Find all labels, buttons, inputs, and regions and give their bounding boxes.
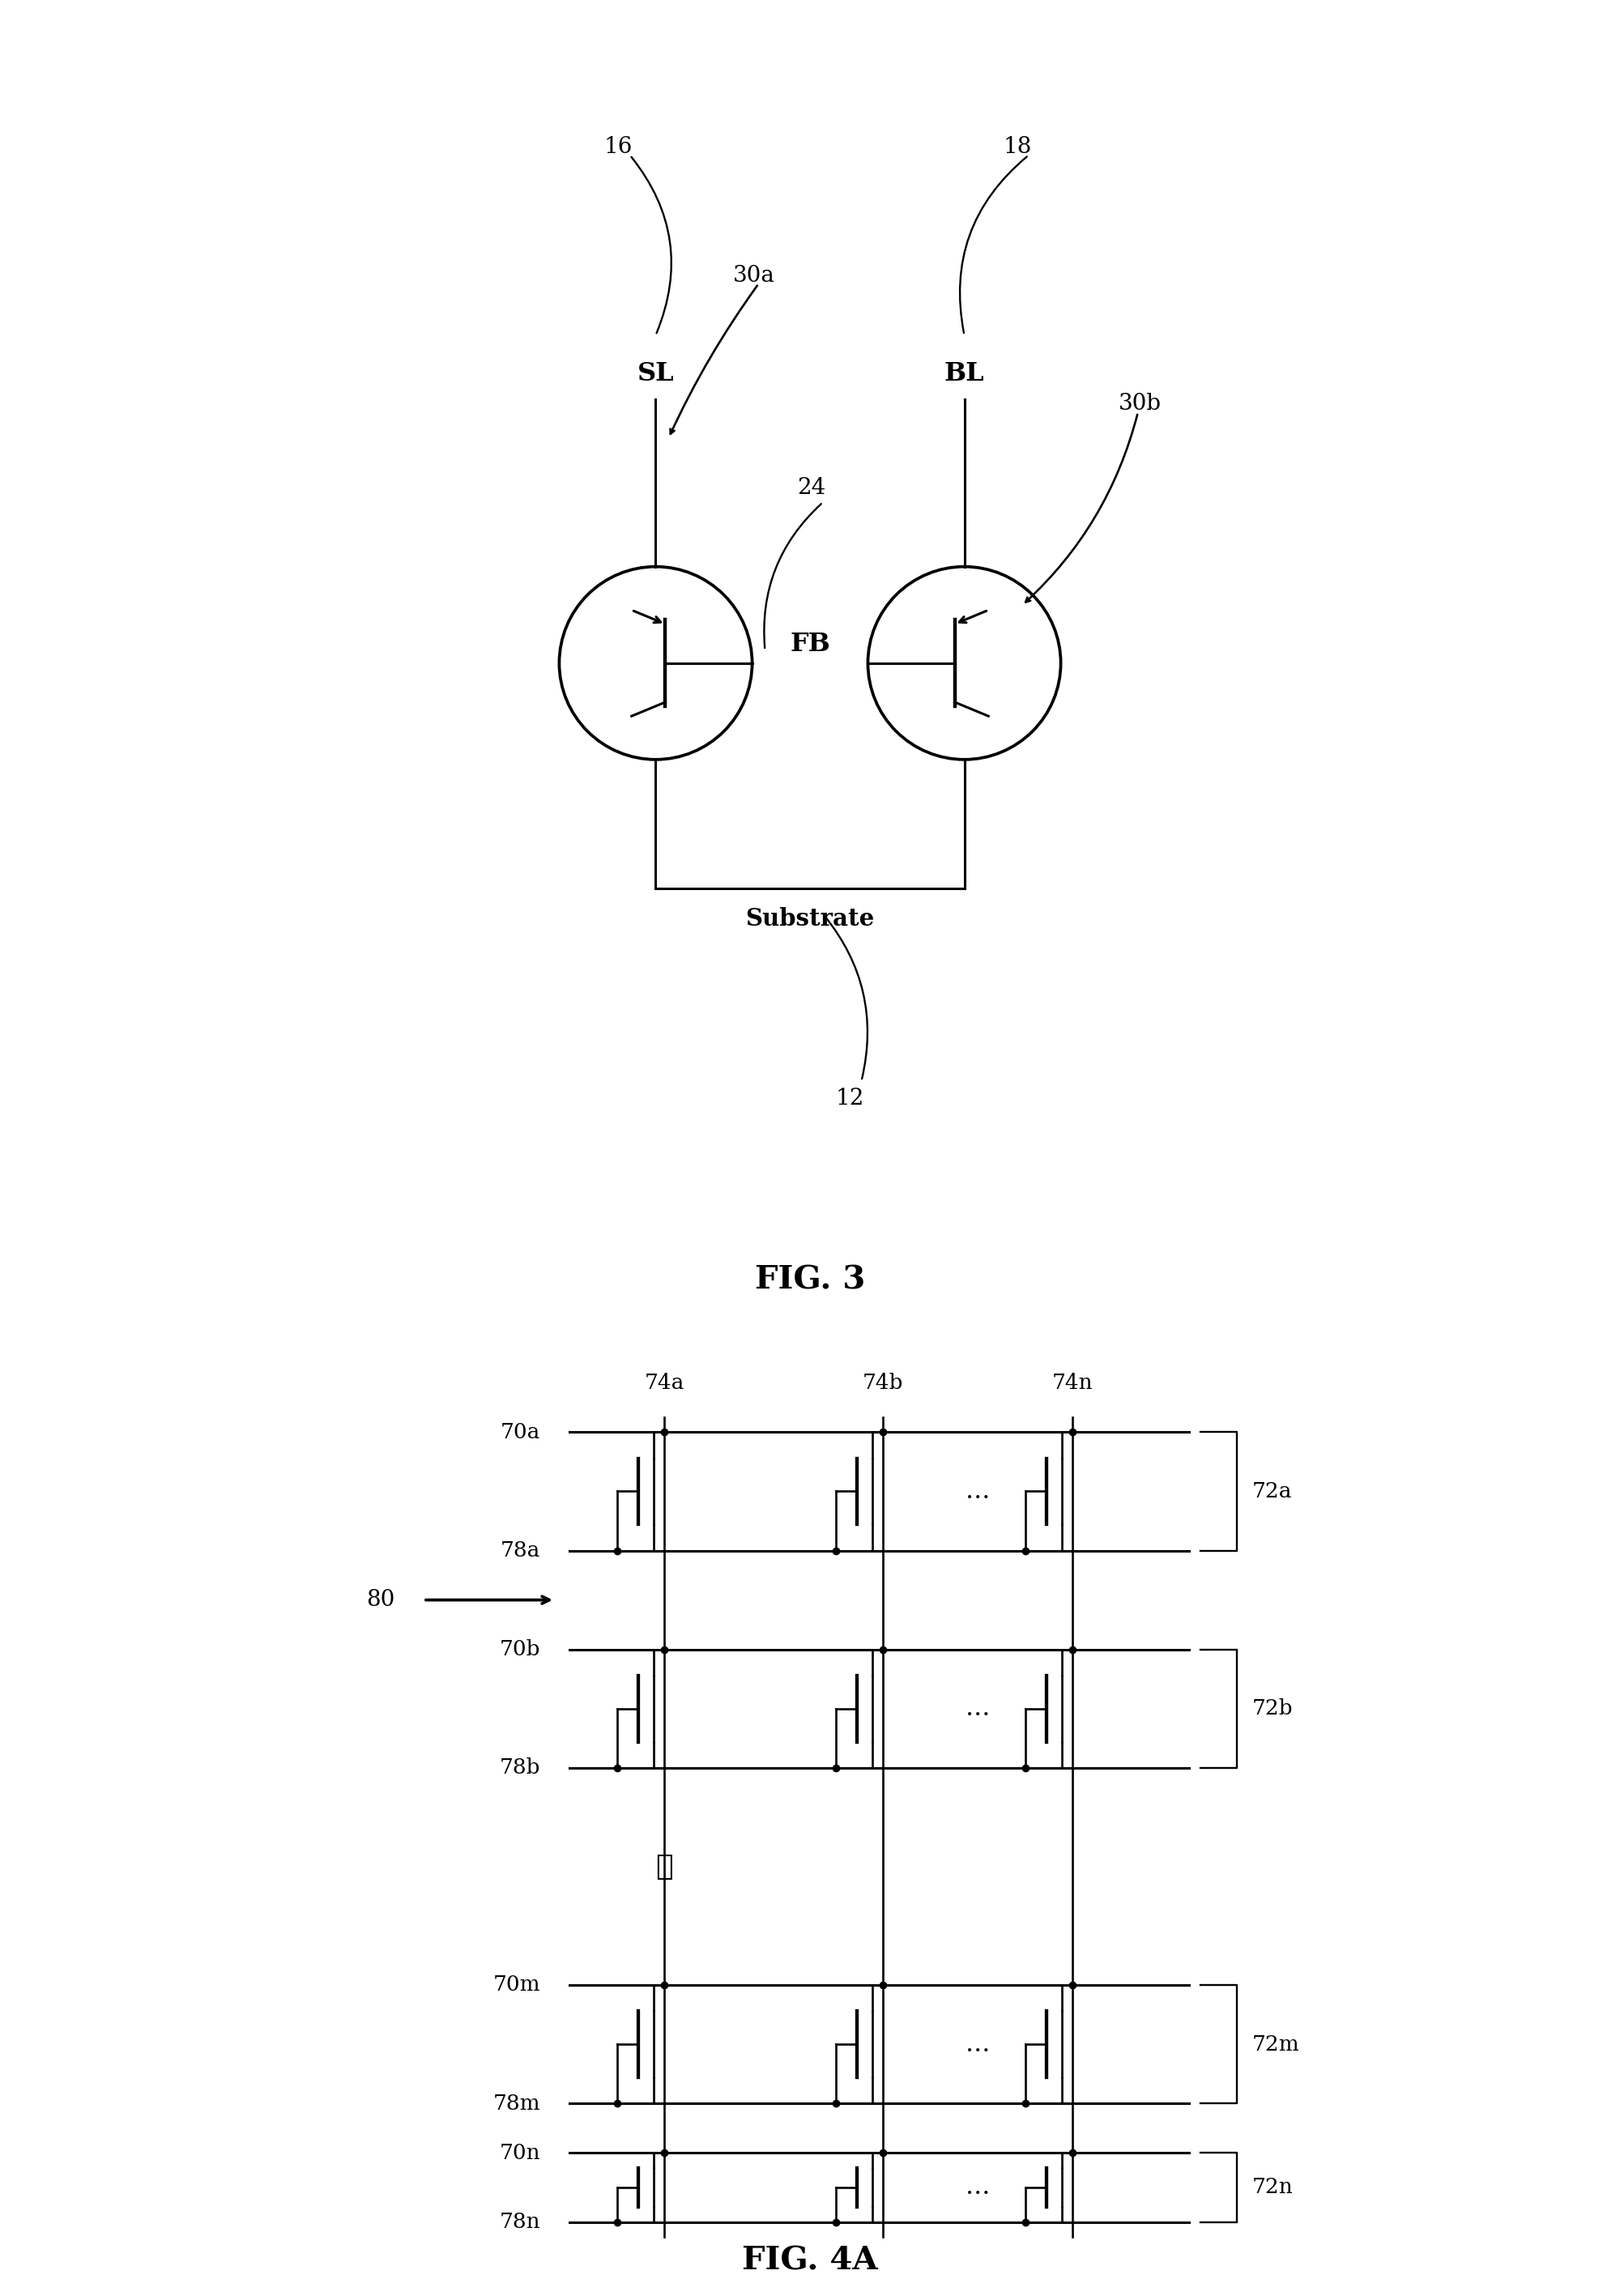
- Text: 70m: 70m: [492, 1975, 541, 1995]
- Text: 78m: 78m: [492, 2094, 541, 2115]
- Text: 74n: 74n: [1051, 1373, 1094, 1394]
- Text: ⋮: ⋮: [656, 1853, 672, 1880]
- Text: FIG. 3: FIG. 3: [755, 1265, 865, 1295]
- Text: 72a: 72a: [1252, 1481, 1291, 1502]
- Text: 78a: 78a: [501, 1541, 541, 1561]
- Text: ...: ...: [966, 2032, 990, 2057]
- Text: ...: ...: [966, 2174, 990, 2200]
- Text: 72n: 72n: [1252, 2177, 1293, 2197]
- Text: 80: 80: [366, 1589, 395, 1612]
- Text: 78b: 78b: [499, 1759, 541, 1777]
- Text: 24: 24: [797, 478, 826, 498]
- Text: Substrate: Substrate: [745, 907, 875, 930]
- Text: ...: ...: [966, 1479, 990, 1504]
- Text: ...: ...: [966, 1697, 990, 1722]
- Text: 78n: 78n: [499, 2211, 541, 2232]
- Text: 30b: 30b: [1119, 393, 1162, 416]
- Text: 12: 12: [836, 1088, 865, 1109]
- Text: 74b: 74b: [862, 1373, 904, 1394]
- Text: 72m: 72m: [1252, 2034, 1299, 2055]
- Text: BL: BL: [944, 360, 985, 386]
- Text: 30a: 30a: [732, 264, 774, 287]
- Text: SL: SL: [637, 360, 674, 386]
- Text: 18: 18: [1003, 135, 1032, 158]
- Text: 74a: 74a: [645, 1373, 684, 1394]
- Text: 72b: 72b: [1252, 1699, 1293, 1720]
- Text: FB: FB: [791, 631, 829, 657]
- Text: 70a: 70a: [501, 1421, 541, 1442]
- Text: 16: 16: [604, 135, 633, 158]
- Text: FIG. 4A: FIG. 4A: [742, 2245, 878, 2275]
- Text: 70n: 70n: [499, 2142, 541, 2163]
- Text: 70b: 70b: [499, 1639, 541, 1660]
